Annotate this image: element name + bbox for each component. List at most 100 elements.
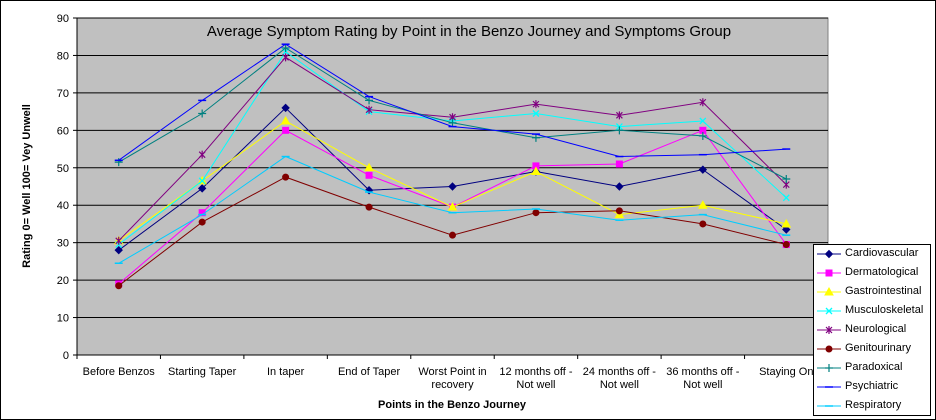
x-axis-label: Points in the Benzo Journey <box>378 399 527 411</box>
data-point <box>615 207 623 215</box>
legend-label: Cardiovascular <box>845 247 919 259</box>
data-point <box>365 96 374 105</box>
legend-swatch-marker <box>825 269 833 277</box>
data-point <box>281 43 290 52</box>
data-point <box>282 53 290 62</box>
legend-swatch-marker <box>825 364 833 372</box>
series-psychiatric <box>114 43 791 162</box>
series-lines <box>113 43 792 290</box>
data-point <box>198 218 206 226</box>
data-point <box>114 158 123 167</box>
y-tick-label: 0 <box>63 350 69 362</box>
x-tick-label: Starting Taper <box>168 366 237 378</box>
chart-title: Average Symptom Rating by Point in the B… <box>207 23 731 40</box>
legend-swatch <box>817 307 841 315</box>
legend-item: Gastrointestinal <box>814 283 930 302</box>
series-neurological <box>115 53 790 245</box>
x-tick-label: In taper <box>267 366 305 378</box>
series-genitourinary <box>115 173 790 290</box>
legend-label: Gastrointestinal <box>845 285 922 297</box>
legend-swatch <box>817 345 841 353</box>
data-point <box>198 109 207 118</box>
series-cardiovascular <box>114 103 791 255</box>
legend-label: Respiratory <box>845 399 902 411</box>
data-point <box>115 236 123 245</box>
legend-label: Musculoskeletal <box>845 304 924 316</box>
data-point <box>281 103 290 113</box>
x-tick-label: End of Taper <box>338 366 401 378</box>
data-point <box>782 241 790 249</box>
legend-swatch-marker <box>825 307 833 315</box>
data-point <box>531 133 540 142</box>
x-tick-label: recovery <box>431 379 474 391</box>
data-point <box>448 182 457 191</box>
legend-label: Psychiatric <box>845 380 899 392</box>
data-point <box>615 111 623 120</box>
legend-swatch <box>817 269 841 277</box>
data-point <box>197 184 207 193</box>
data-point <box>782 194 790 202</box>
data-point <box>447 202 458 211</box>
legend-swatch <box>817 326 841 334</box>
y-tick-label: 30 <box>57 238 69 250</box>
legend-swatch-marker <box>824 286 834 296</box>
data-point <box>114 245 123 255</box>
y-tick-label: 90 <box>57 13 69 25</box>
legend-item: Genitourinary <box>814 340 930 359</box>
data-point <box>698 165 708 174</box>
data-point <box>781 218 792 228</box>
legend: Cardiovascular Dermatological Gastrointest… <box>813 244 931 416</box>
data-point <box>282 126 290 134</box>
legend-swatch <box>817 249 841 259</box>
legend-swatch <box>817 405 841 407</box>
legend-swatch-marker <box>825 345 833 353</box>
data-point <box>532 100 540 109</box>
x-tick-label: Staying On <box>759 366 813 378</box>
legend-item: Neurological <box>814 321 930 340</box>
legend-item: Respiratory <box>814 397 930 416</box>
data-point <box>782 225 791 234</box>
data-point <box>531 166 541 176</box>
data-point <box>282 173 290 181</box>
data-point <box>198 150 206 159</box>
data-point <box>782 175 791 184</box>
legend-swatch <box>817 386 841 388</box>
legend-item: Dermatological <box>814 264 930 283</box>
y-tick-labels: 0 10 20 30 40 50 60 70 80 90 <box>57 13 69 362</box>
data-point <box>198 177 206 185</box>
data-point <box>365 203 373 211</box>
series-respiratory <box>114 155 791 265</box>
x-tick-label: Not well <box>600 379 639 391</box>
x-tick-label: Not well <box>516 379 555 391</box>
x-tick-label: 36 months off - <box>666 366 740 378</box>
data-point <box>615 160 623 168</box>
y-tick-label: 80 <box>57 50 69 62</box>
legend-label: Genitourinary <box>845 342 912 354</box>
legend-label: Paradoxical <box>845 361 903 373</box>
legend-swatch-marker <box>825 326 833 334</box>
x-tick-label: 24 months off - <box>583 366 657 378</box>
data-point <box>698 131 707 140</box>
x-tick-labels: Before Benzos Starting Taper In taper End o… <box>83 366 814 391</box>
data-point <box>699 98 707 107</box>
data-point <box>699 117 707 125</box>
data-point <box>699 220 707 228</box>
data-point <box>615 182 624 191</box>
data-point <box>448 118 457 127</box>
legend-swatch <box>817 364 841 372</box>
x-tick-label: Before Benzos <box>83 366 156 378</box>
y-tick-label: 60 <box>57 125 69 137</box>
legend-swatch <box>817 286 841 296</box>
legend-item: Musculoskeletal <box>814 302 930 321</box>
data-point <box>115 282 123 290</box>
x-tick-label: Not well <box>683 379 722 391</box>
data-point <box>532 110 540 117</box>
y-tick-label: 40 <box>57 200 69 212</box>
x-tick-label: Worst Point in <box>418 366 486 378</box>
legend-label: Dermatological <box>845 266 919 278</box>
legend-swatch-marker <box>824 249 834 259</box>
legend-label: Neurological <box>845 323 907 335</box>
data-point <box>365 171 373 179</box>
y-tick-label: 50 <box>57 163 69 175</box>
y-tick-label: 20 <box>57 275 69 287</box>
